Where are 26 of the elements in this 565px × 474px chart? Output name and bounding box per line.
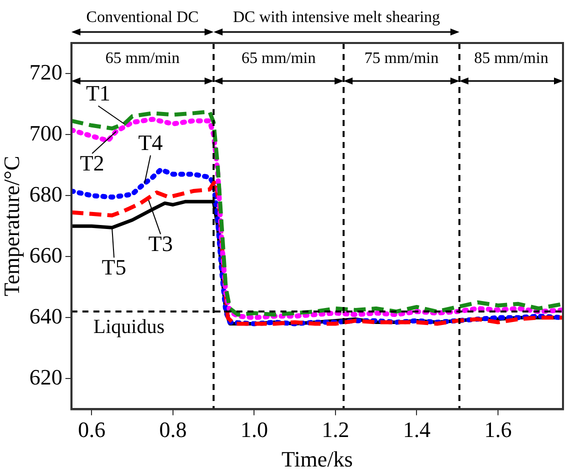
ref-line-label: Liquidus (93, 316, 165, 338)
x-axis-title: Time/ks (282, 446, 353, 472)
annotation: 65 mm/min (241, 50, 316, 68)
y-tick-label: 620 (29, 364, 62, 390)
annotation: T3 (148, 230, 173, 256)
annotation: T1 (86, 80, 110, 106)
annotation: T5 (102, 254, 126, 280)
annotation: T4 (138, 130, 163, 156)
annotation: 65 mm/min (105, 50, 180, 68)
annotation: 85 mm/min (474, 50, 548, 68)
y-tick-label: 640 (29, 303, 62, 328)
y-axis-title: Temperature/°C (0, 156, 24, 296)
x-tick-label: 1.4 (402, 417, 430, 442)
y-tick-label: 680 (29, 181, 62, 206)
x-tick-label: 0.6 (78, 417, 106, 442)
x-tick-label: 1.0 (240, 417, 268, 442)
annotation: T2 (80, 150, 104, 176)
x-tick-label: 0.8 (159, 417, 187, 442)
x-tick-label: 1.2 (322, 417, 350, 442)
text: Conventional DC (86, 9, 199, 26)
annotation: 75 mm/min (364, 50, 439, 68)
x-tick-label: 1.6 (484, 417, 512, 442)
text: DC with intensive melt shearing (232, 9, 440, 26)
y-tick-label: 660 (29, 242, 62, 268)
y-tick-label: 700 (29, 120, 62, 146)
y-tick-label: 720 (29, 59, 62, 84)
